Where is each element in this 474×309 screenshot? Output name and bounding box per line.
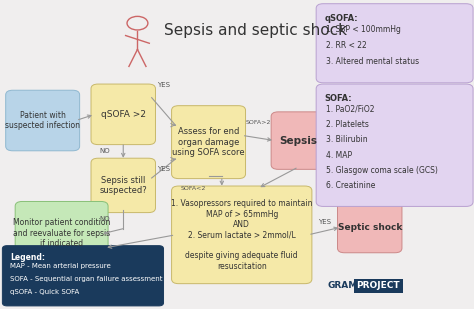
- Text: SOFA - Sequential organ failure assessment: SOFA - Sequential organ failure assessme…: [10, 276, 163, 282]
- FancyBboxPatch shape: [271, 112, 326, 169]
- Text: YES: YES: [318, 219, 331, 226]
- Text: PROJECT: PROJECT: [356, 281, 400, 290]
- Text: SOFA<2: SOFA<2: [181, 186, 206, 191]
- Text: SOFA:: SOFA:: [325, 94, 352, 103]
- Text: Sepsis and septic shock: Sepsis and septic shock: [164, 23, 347, 38]
- Text: NO: NO: [99, 148, 109, 154]
- Text: Sepsis still
suspected?: Sepsis still suspected?: [100, 176, 147, 195]
- FancyBboxPatch shape: [91, 84, 155, 145]
- Text: Legend:: Legend:: [10, 253, 46, 262]
- Text: 2. RR < 22: 2. RR < 22: [326, 41, 366, 50]
- Text: 3. Bilirubin: 3. Bilirubin: [326, 135, 367, 144]
- Text: 6. Creatinine: 6. Creatinine: [326, 181, 375, 190]
- Text: 3. Altered mental status: 3. Altered mental status: [326, 57, 419, 66]
- FancyBboxPatch shape: [172, 186, 312, 284]
- Text: Assess for end
organ damage
using SOFA score: Assess for end organ damage using SOFA s…: [172, 127, 245, 157]
- Text: Monitor patient condition
and reevaluate for sepsis
if indicated: Monitor patient condition and reevaluate…: [13, 218, 110, 248]
- Text: Sepsis: Sepsis: [280, 136, 318, 146]
- Text: 2. Platelets: 2. Platelets: [326, 120, 368, 129]
- Text: qSOFA >2: qSOFA >2: [101, 110, 146, 119]
- Text: 4. MAP: 4. MAP: [326, 151, 352, 160]
- FancyBboxPatch shape: [172, 106, 246, 179]
- Text: YES: YES: [157, 82, 170, 88]
- Text: Septic shock: Septic shock: [337, 222, 402, 232]
- FancyBboxPatch shape: [316, 4, 473, 83]
- FancyBboxPatch shape: [316, 84, 473, 206]
- Text: 5. Glasgow coma scale (GCS): 5. Glasgow coma scale (GCS): [326, 166, 438, 175]
- FancyBboxPatch shape: [91, 158, 155, 213]
- Text: 1. PaO2/FiO2: 1. PaO2/FiO2: [326, 105, 374, 114]
- Text: MAP - Mean arterial pressure: MAP - Mean arterial pressure: [10, 263, 111, 269]
- Text: 1. SBP < 100mmHg: 1. SBP < 100mmHg: [326, 25, 401, 34]
- FancyBboxPatch shape: [2, 246, 164, 306]
- FancyBboxPatch shape: [15, 201, 108, 265]
- FancyBboxPatch shape: [337, 201, 402, 253]
- Text: SOFA>2: SOFA>2: [246, 121, 271, 125]
- Text: qSOFA:: qSOFA:: [325, 14, 358, 23]
- Text: Patient with
suspected infection: Patient with suspected infection: [5, 111, 80, 130]
- Text: GRAM: GRAM: [327, 281, 357, 290]
- FancyBboxPatch shape: [6, 90, 80, 151]
- Text: 1. Vasopressors required to maintain
MAP of > 65mmHg
AND
2. Serum lactate > 2mmo: 1. Vasopressors required to maintain MAP…: [171, 199, 312, 271]
- Text: qSOFA - Quick SOFA: qSOFA - Quick SOFA: [10, 289, 80, 295]
- Text: YES: YES: [157, 166, 170, 172]
- Text: NO: NO: [99, 216, 109, 222]
